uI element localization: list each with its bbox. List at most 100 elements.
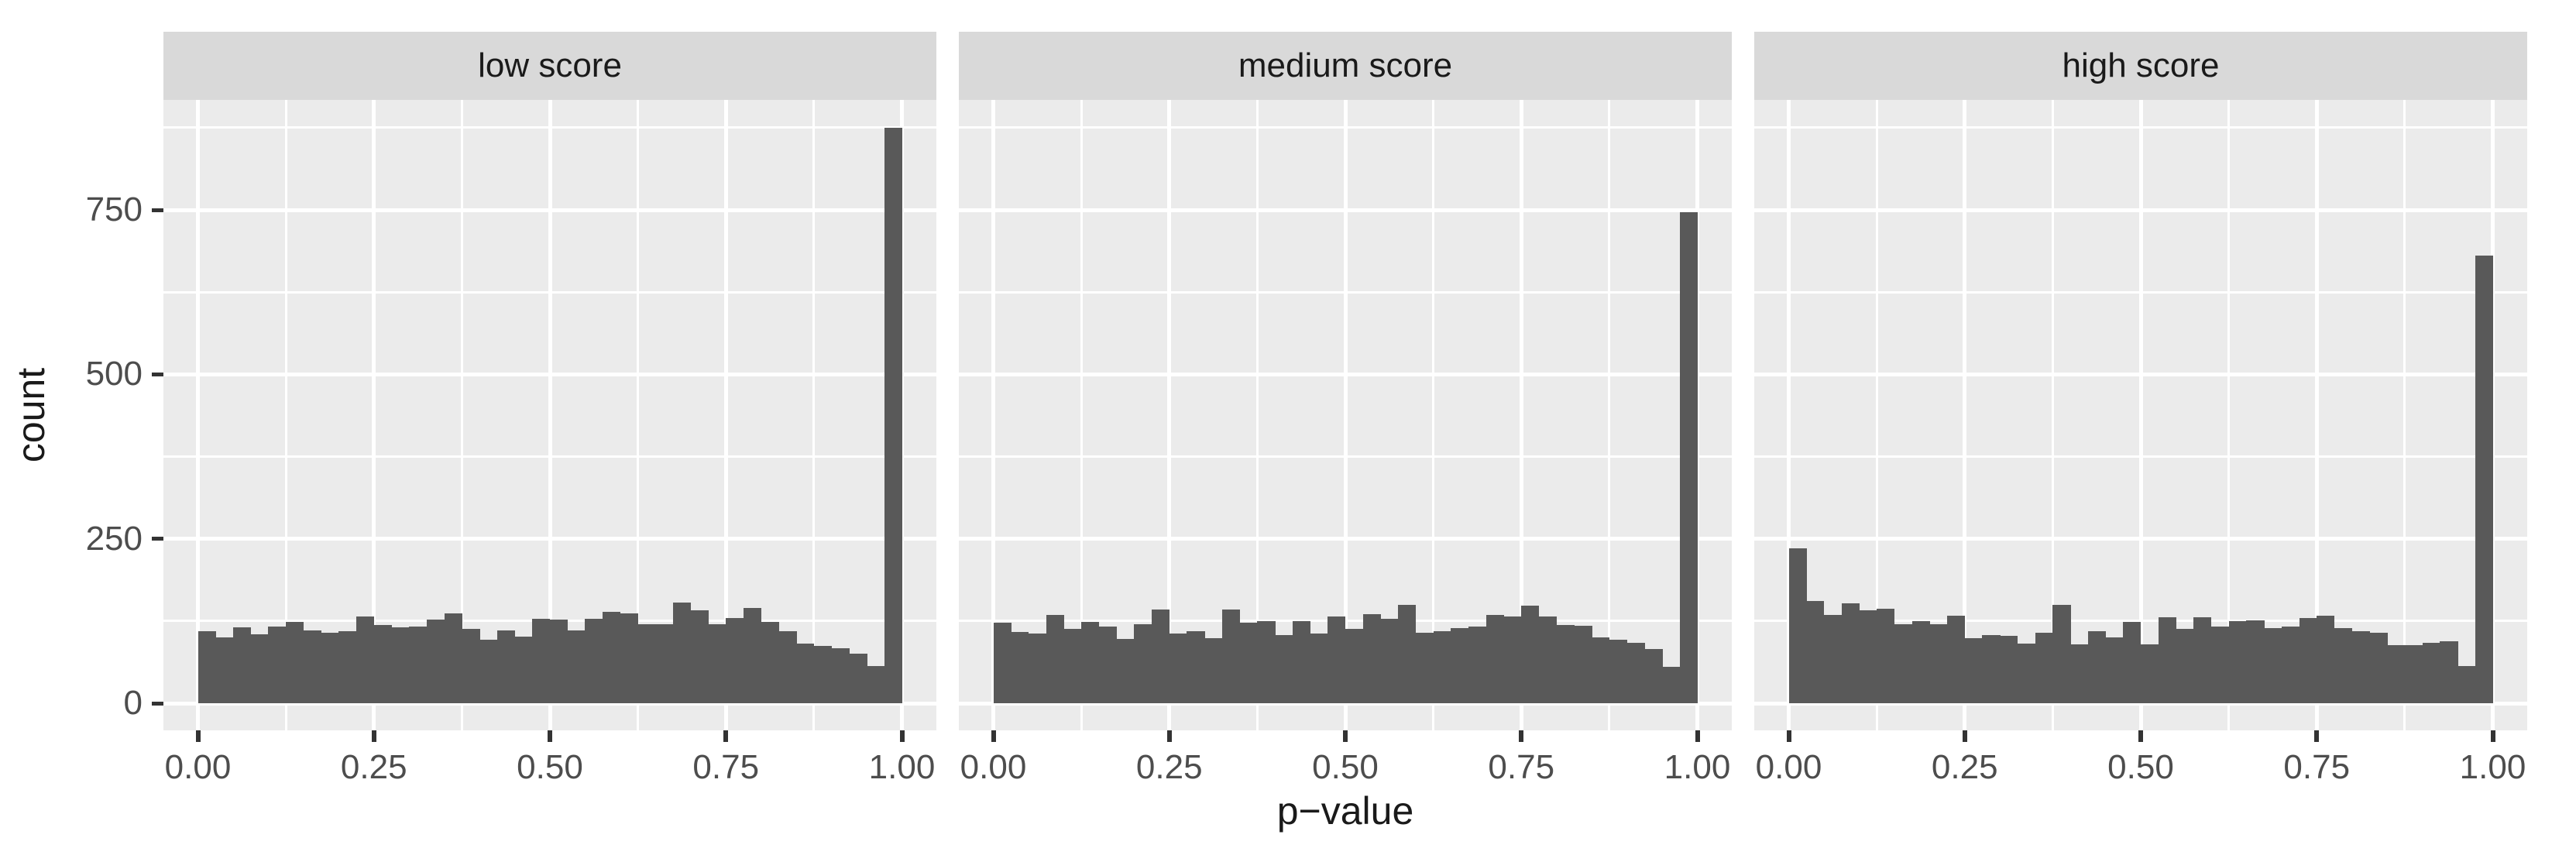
plot-panel bbox=[959, 100, 1732, 730]
histogram-bar bbox=[1134, 624, 1152, 703]
histogram-bar bbox=[1609, 640, 1628, 703]
x-axis-tick-label: 0.75 bbox=[1488, 748, 1555, 786]
gridline-vertical-minor bbox=[460, 100, 463, 730]
histogram-bar bbox=[2422, 642, 2440, 703]
x-axis-tick-mark bbox=[991, 730, 996, 742]
histogram-bar bbox=[743, 607, 762, 703]
histogram-bar bbox=[2123, 621, 2142, 703]
histogram-bar bbox=[1947, 616, 1966, 703]
histogram-bar bbox=[1169, 633, 1187, 703]
histogram-bar bbox=[796, 643, 815, 703]
histogram-bar bbox=[2087, 631, 2107, 703]
histogram-bar bbox=[1011, 632, 1029, 703]
histogram-bar bbox=[2176, 629, 2194, 703]
x-axis-tick-label: 0.50 bbox=[2107, 748, 2174, 786]
histogram-bar bbox=[1626, 642, 1645, 703]
histogram-bar bbox=[2105, 637, 2124, 703]
x-axis-tick-label: 0.50 bbox=[517, 748, 583, 786]
histogram-bar bbox=[496, 630, 516, 703]
histogram-bar bbox=[1644, 649, 1663, 703]
histogram-bar bbox=[286, 621, 304, 703]
plot-panel bbox=[1754, 100, 2527, 730]
x-axis-tick-label: 1.00 bbox=[1664, 748, 1731, 786]
y-axis-tick-mark bbox=[152, 537, 163, 541]
gridline-vertical-minor bbox=[2227, 100, 2231, 730]
histogram-bar bbox=[1310, 633, 1328, 703]
x-axis-tick-label: 0.25 bbox=[1931, 748, 1998, 786]
gridline-vertical-major bbox=[991, 100, 995, 730]
histogram-bar bbox=[215, 637, 234, 703]
histogram-bar bbox=[831, 647, 850, 703]
histogram-bar bbox=[2193, 616, 2212, 703]
histogram-bar bbox=[2052, 604, 2071, 703]
gridline-vertical-major bbox=[723, 100, 728, 730]
histogram-bar bbox=[1221, 609, 1241, 703]
histogram-bar bbox=[761, 621, 779, 703]
histogram-bar bbox=[2246, 620, 2265, 703]
histogram-bar bbox=[1823, 615, 1843, 703]
histogram-bar bbox=[1415, 633, 1434, 703]
y-axis-tick-label: 250 bbox=[85, 519, 143, 558]
histogram-bar bbox=[1894, 624, 1913, 703]
histogram-bar bbox=[867, 665, 885, 703]
x-axis-tick-label: 0.25 bbox=[340, 748, 407, 786]
histogram-bar bbox=[1982, 634, 2001, 703]
histogram-bar bbox=[2387, 645, 2406, 703]
histogram-bar bbox=[1327, 616, 1346, 703]
facet-strip-label: low score bbox=[478, 46, 622, 84]
gridline-vertical-major bbox=[548, 100, 552, 730]
histogram-bar bbox=[303, 630, 322, 703]
histogram-bar bbox=[1362, 614, 1381, 703]
x-axis-tick-mark bbox=[1166, 730, 1172, 742]
gridline-vertical-minor bbox=[1875, 100, 1878, 730]
histogram-bar bbox=[1239, 623, 1258, 703]
gridline-vertical-major bbox=[1787, 100, 1791, 730]
histogram-bar bbox=[2141, 644, 2159, 703]
histogram-bar bbox=[726, 617, 744, 703]
x-axis-tick-label: 0.00 bbox=[960, 748, 1027, 786]
gridline-vertical-minor bbox=[1080, 100, 1083, 730]
histogram-bar bbox=[514, 637, 533, 703]
histogram-bar bbox=[444, 613, 462, 703]
y-axis-tick-label: 500 bbox=[85, 355, 143, 393]
gridline-vertical-minor bbox=[1255, 100, 1259, 730]
gridline-vertical-major bbox=[372, 100, 376, 730]
histogram-bar bbox=[2369, 633, 2388, 703]
histogram-bar bbox=[338, 630, 357, 703]
histogram-bar bbox=[1929, 624, 1948, 703]
histogram-bar bbox=[268, 627, 287, 703]
histogram-bar bbox=[532, 619, 551, 703]
histogram-bar bbox=[2351, 631, 2370, 703]
histogram-bar bbox=[1592, 637, 1610, 703]
histogram-bar bbox=[655, 624, 674, 703]
histogram-bar bbox=[1538, 616, 1558, 703]
gridline-vertical-minor bbox=[2403, 100, 2406, 730]
x-axis-tick-label: 0.00 bbox=[164, 748, 232, 786]
x-axis-tick-mark bbox=[548, 730, 552, 742]
histogram-bar bbox=[373, 624, 392, 703]
gridline-vertical-major bbox=[2314, 100, 2319, 730]
histogram-bar bbox=[1679, 212, 1698, 703]
histogram-bar bbox=[2458, 665, 2476, 703]
histogram-bar bbox=[2264, 628, 2282, 703]
gridline-vertical-minor bbox=[637, 100, 640, 730]
histogram-bar bbox=[2000, 636, 2018, 703]
histogram-bar bbox=[637, 624, 656, 703]
histogram-bar bbox=[321, 633, 339, 703]
histogram-bar bbox=[2070, 644, 2089, 703]
gridline-vertical-major bbox=[196, 100, 200, 730]
histogram-bar bbox=[2017, 643, 2036, 703]
histogram-bar bbox=[2475, 256, 2493, 703]
facet-strip: medium score bbox=[959, 32, 1732, 100]
gridline-vertical-minor bbox=[1432, 100, 1435, 730]
y-axis-tick-mark bbox=[152, 701, 163, 706]
histogram-bar bbox=[993, 622, 1012, 703]
histogram-bar bbox=[2210, 626, 2230, 703]
x-axis-tick-mark bbox=[1343, 730, 1348, 742]
x-axis-tick-label: 1.00 bbox=[2459, 748, 2526, 786]
gridline-vertical-major bbox=[1167, 100, 1172, 730]
facet-strip: high score bbox=[1754, 32, 2527, 100]
histogram-bar bbox=[1841, 603, 1860, 703]
facet-strip: low score bbox=[163, 32, 936, 100]
